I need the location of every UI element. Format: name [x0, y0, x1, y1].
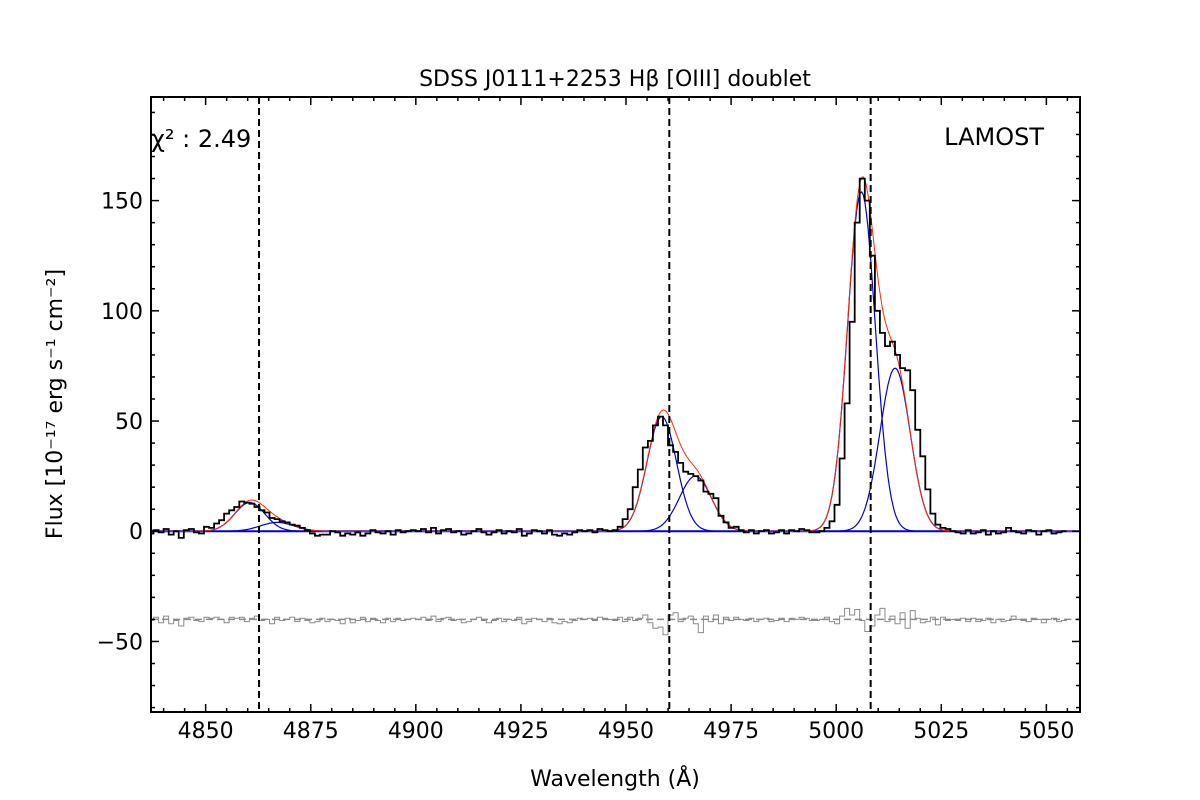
residual-series	[151, 607, 1072, 636]
gaussian-component-6	[151, 367, 1080, 532]
y-axis-title: Flux [10⁻¹⁷ erg s⁻¹ cm⁻²]	[43, 269, 68, 539]
gaussian-component-3	[151, 415, 1080, 532]
line-markers	[258, 97, 872, 712]
y-tick-label: 150	[101, 190, 143, 215]
fit-components	[151, 190, 1080, 533]
residual-layer	[151, 607, 1080, 636]
x-tick-label: 5025	[913, 719, 969, 744]
x-axis-title: Wavelength (Å)	[530, 765, 700, 792]
total-fit-layer	[151, 176, 1080, 532]
total-fit-line	[151, 176, 1080, 532]
axis-ticks: 4850 4875 4900 4925 4950 4975 5000 5025 5050 −50 0…	[97, 97, 1080, 744]
chi-squared-label: χ² : 2.49	[151, 125, 251, 153]
x-tick-label: 4850	[178, 719, 234, 744]
x-tick-label: 4900	[388, 719, 444, 744]
y-tick-label: 0	[129, 520, 143, 545]
x-tick-label: 4950	[598, 719, 654, 744]
x-tick-label: 4875	[283, 719, 339, 744]
plot-frame	[150, 96, 1081, 713]
y-tick-label: −50	[97, 630, 143, 655]
y-tick-label: 50	[115, 410, 143, 435]
plot-area	[151, 97, 1080, 712]
observed-spectrum-layer	[151, 177, 1067, 539]
chart-title: SDSS J0111+2253 Hβ [OIII] doublet	[419, 67, 811, 92]
x-tick-label: 5050	[1018, 719, 1074, 744]
x-tick-label: 5000	[808, 719, 864, 744]
x-tick-label: 4925	[493, 719, 549, 744]
observed-spectrum	[151, 177, 1067, 539]
y-tick-label: 100	[101, 300, 143, 325]
instrument-label: LAMOST	[944, 123, 1044, 151]
gaussian-component-5	[151, 190, 1080, 532]
x-tick-label: 4975	[703, 719, 759, 744]
